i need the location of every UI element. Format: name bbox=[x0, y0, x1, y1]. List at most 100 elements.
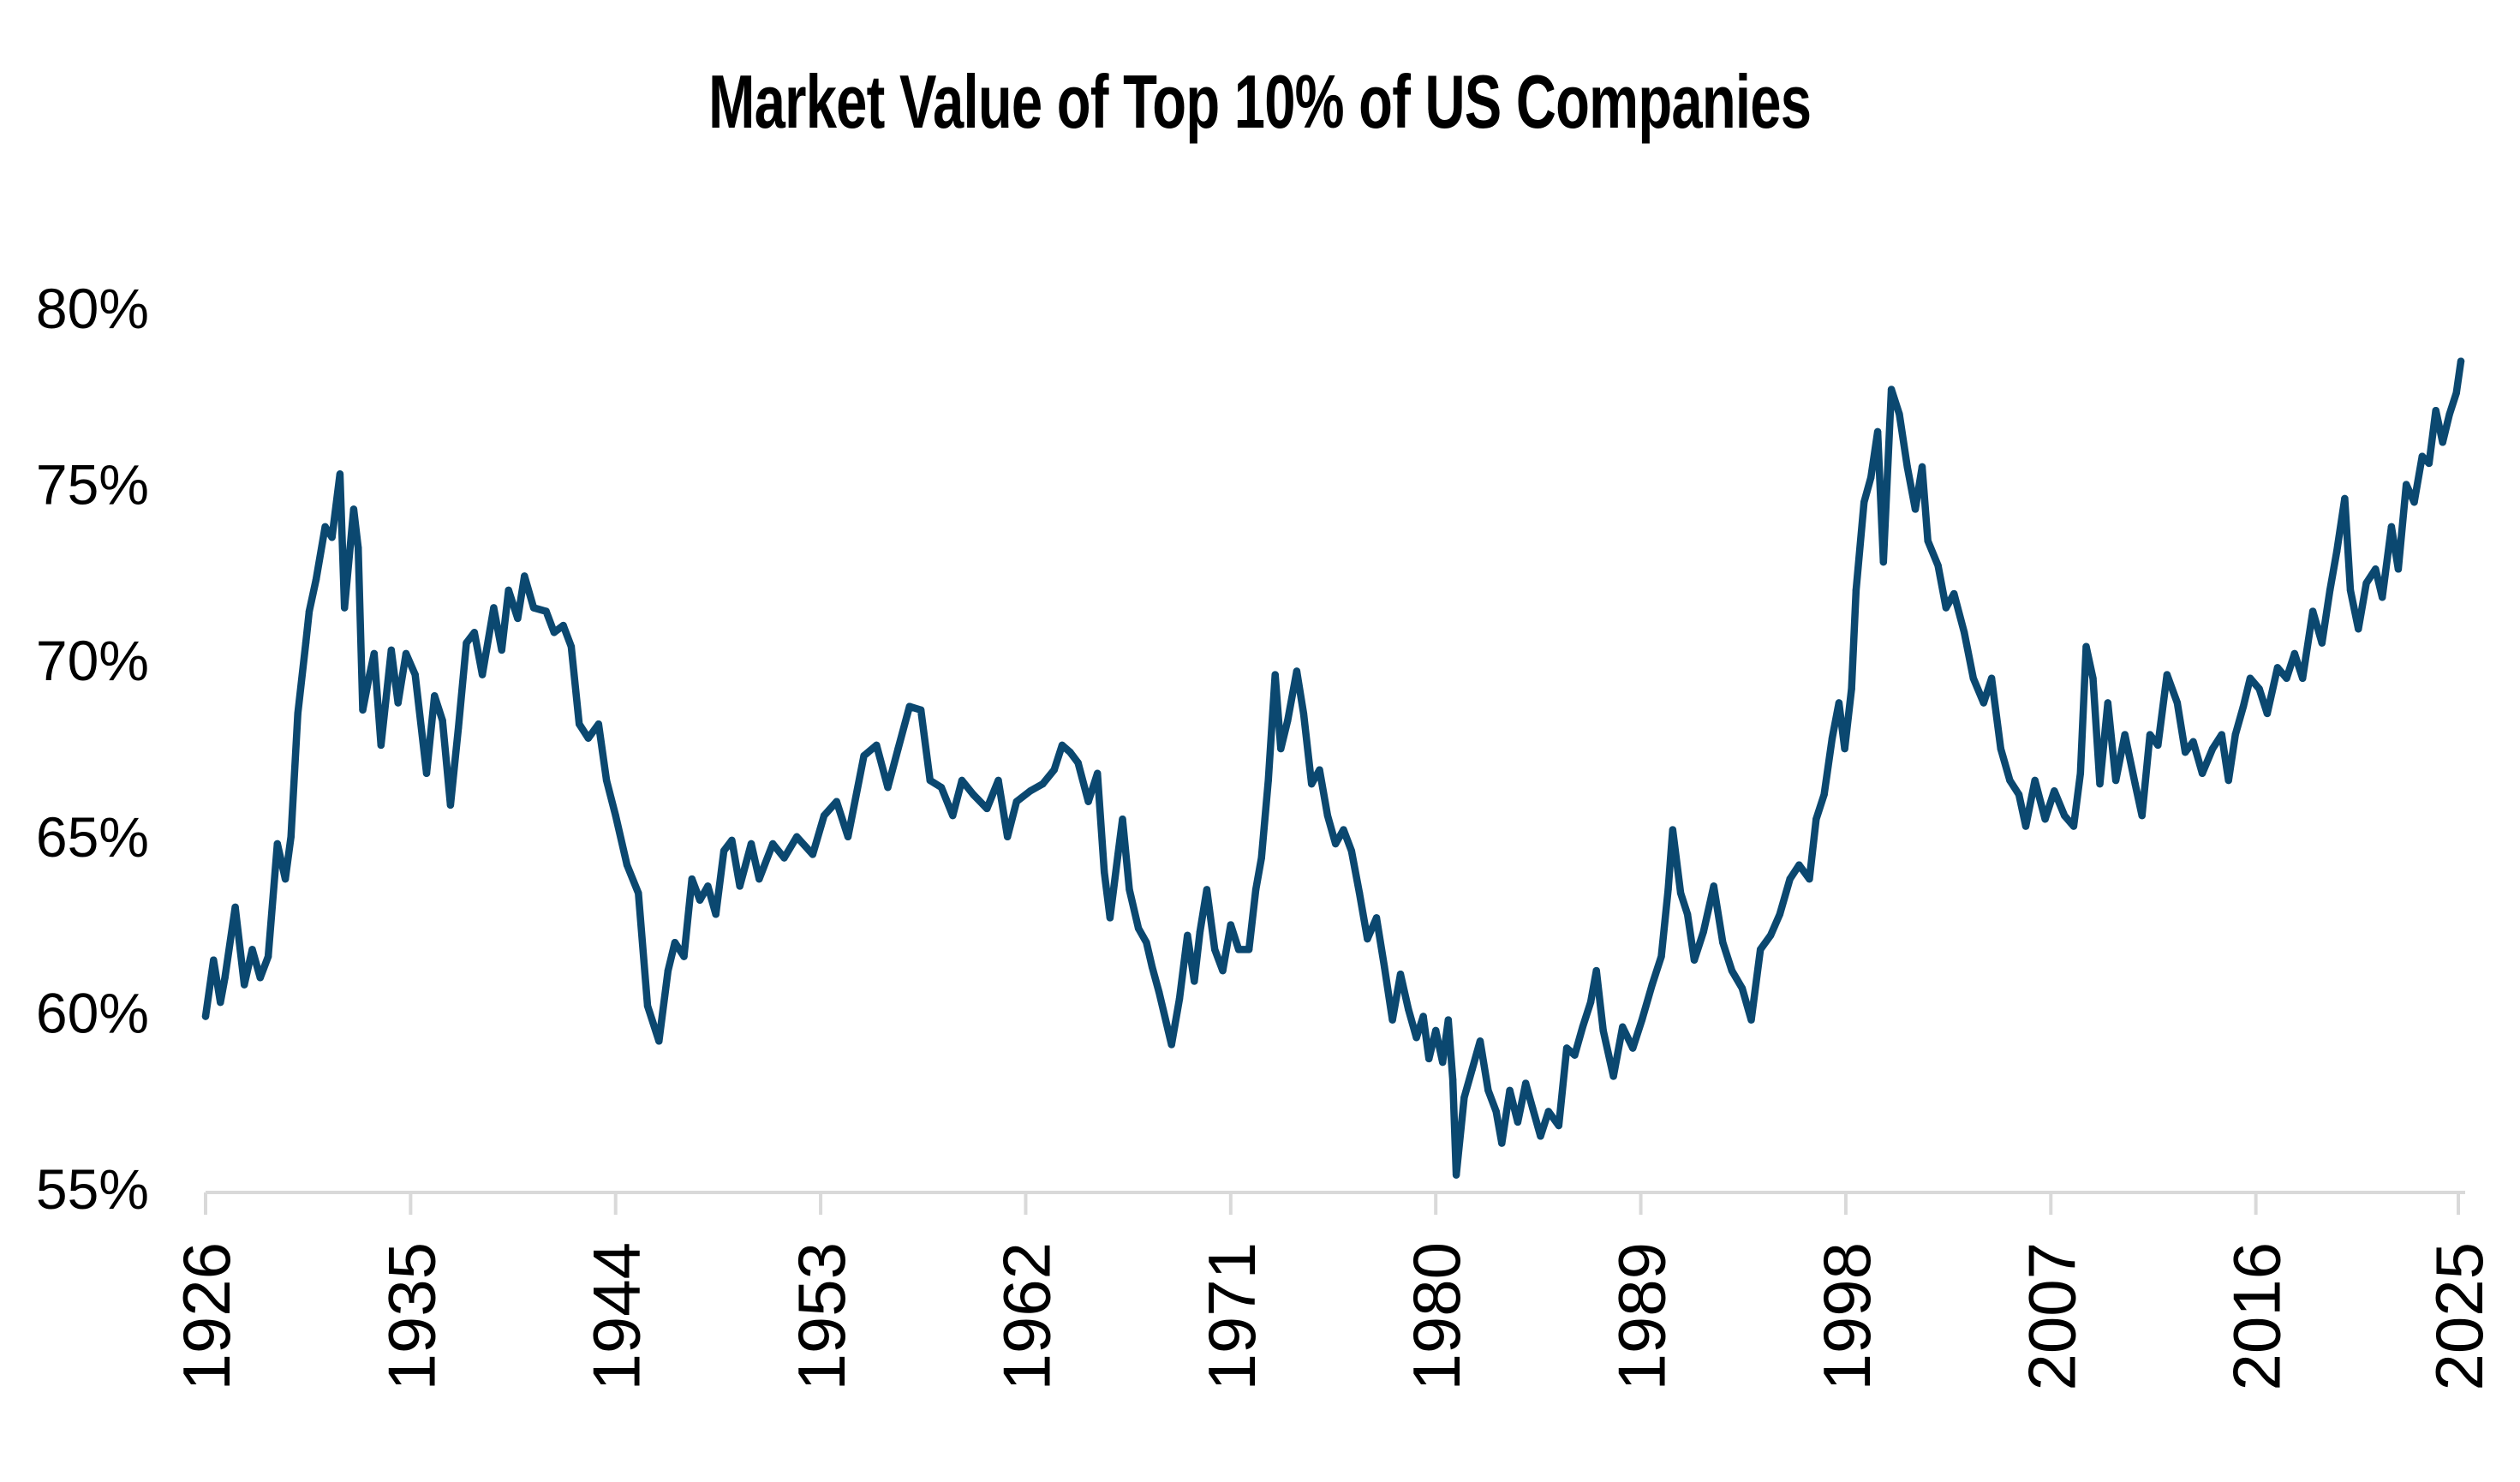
x-tick-label: 1989 bbox=[1604, 1242, 1680, 1391]
data-point bbox=[1699, 928, 1707, 936]
data-point bbox=[2355, 625, 2362, 633]
data-point bbox=[820, 811, 828, 820]
data-point bbox=[937, 784, 946, 792]
data-point bbox=[1134, 924, 1143, 932]
data-point bbox=[1911, 505, 1920, 513]
data-point bbox=[1148, 963, 1156, 971]
data-point bbox=[2138, 811, 2146, 820]
data-point bbox=[1219, 966, 1227, 975]
data-point bbox=[1396, 971, 1405, 978]
data-point bbox=[2452, 389, 2460, 397]
data-point bbox=[2403, 481, 2410, 488]
y-tick-label: 75% bbox=[36, 453, 149, 517]
x-tick-label: 1980 bbox=[1399, 1242, 1474, 1391]
data-point bbox=[2104, 699, 2111, 707]
data-point bbox=[1293, 667, 1301, 675]
data-point bbox=[1776, 911, 1783, 918]
data-point bbox=[1106, 914, 1114, 922]
data-point bbox=[1506, 1086, 1514, 1095]
chart-title: Market Value of Top 10% of US Companies bbox=[0, 58, 2520, 146]
data-point bbox=[1299, 709, 1308, 718]
data-point bbox=[446, 801, 455, 809]
data-point bbox=[2061, 811, 2069, 820]
data-point bbox=[755, 875, 763, 883]
data-point bbox=[1820, 791, 1828, 798]
data-point bbox=[2131, 780, 2139, 788]
data-point bbox=[2189, 738, 2197, 745]
x-tick-label: 1944 bbox=[579, 1242, 654, 1391]
data-point bbox=[1599, 1026, 1607, 1035]
data-point bbox=[2283, 674, 2290, 682]
x-tick-label: 1953 bbox=[784, 1242, 859, 1391]
data-point bbox=[2041, 816, 2049, 823]
data-point bbox=[431, 692, 439, 700]
x-tick-label: 2007 bbox=[2014, 1242, 2089, 1391]
x-tick-label: 1926 bbox=[169, 1242, 244, 1391]
data-point bbox=[439, 716, 446, 725]
data-point bbox=[1980, 699, 1987, 707]
data-point bbox=[321, 523, 329, 531]
data-point bbox=[1710, 882, 1717, 890]
data-point bbox=[305, 607, 314, 615]
data-point bbox=[712, 911, 720, 918]
data-point bbox=[1114, 851, 1122, 858]
data-point bbox=[463, 639, 470, 647]
data-point bbox=[559, 621, 567, 630]
data-point bbox=[231, 903, 239, 911]
data-point bbox=[377, 741, 385, 750]
data-point bbox=[312, 576, 320, 583]
data-point bbox=[1439, 1058, 1447, 1067]
data-point bbox=[287, 833, 295, 840]
data-point bbox=[1657, 953, 1665, 960]
series-line-top10-share bbox=[201, 357, 2465, 1179]
data-point bbox=[1323, 811, 1332, 820]
data-point bbox=[2224, 776, 2232, 785]
data-point bbox=[1676, 889, 1685, 897]
data-point bbox=[256, 974, 264, 982]
data-point bbox=[2031, 776, 2039, 785]
data-point bbox=[2299, 674, 2307, 682]
data-point bbox=[1277, 744, 1285, 753]
data-point bbox=[1101, 868, 1108, 876]
data-point bbox=[394, 699, 402, 707]
data-point bbox=[1852, 586, 1860, 595]
data-point bbox=[355, 544, 362, 552]
data-point bbox=[1234, 946, 1243, 953]
data-point bbox=[1425, 1055, 1433, 1063]
chart-title-text: Market Value of Top 10% of US Companies bbox=[708, 59, 1812, 144]
data-point bbox=[1066, 748, 1074, 756]
x-tick-label: 2025 bbox=[2421, 1242, 2497, 1391]
data-point bbox=[2445, 410, 2453, 418]
data-point bbox=[655, 1037, 663, 1045]
data-point bbox=[422, 769, 431, 777]
data-point bbox=[1664, 886, 1672, 893]
data-point bbox=[2362, 579, 2370, 587]
data-point bbox=[1562, 1044, 1571, 1052]
data-point bbox=[490, 604, 498, 612]
data-point bbox=[2255, 684, 2263, 693]
data-point bbox=[873, 741, 881, 750]
data-point bbox=[221, 974, 229, 982]
data-point bbox=[1738, 984, 1747, 992]
data-point bbox=[1841, 744, 1848, 753]
data-point bbox=[1155, 988, 1163, 995]
x-axis-ticks bbox=[204, 1192, 2460, 1215]
data-point bbox=[1690, 956, 1699, 964]
data-point bbox=[704, 882, 712, 890]
data-point bbox=[1544, 1108, 1553, 1115]
data-point bbox=[1012, 798, 1021, 805]
data-point bbox=[1332, 840, 1340, 848]
data-point bbox=[2006, 776, 2014, 785]
data-point bbox=[2154, 741, 2162, 750]
data-point bbox=[2346, 586, 2355, 595]
data-point bbox=[1795, 861, 1803, 869]
series-group bbox=[201, 357, 2465, 1179]
data-point bbox=[958, 776, 966, 785]
data-point bbox=[264, 953, 272, 960]
data-point bbox=[1004, 833, 1012, 840]
data-point bbox=[1786, 875, 1794, 883]
data-point bbox=[671, 939, 679, 947]
data-point bbox=[917, 706, 925, 714]
data-point bbox=[1835, 699, 1843, 707]
data-point bbox=[359, 706, 367, 714]
